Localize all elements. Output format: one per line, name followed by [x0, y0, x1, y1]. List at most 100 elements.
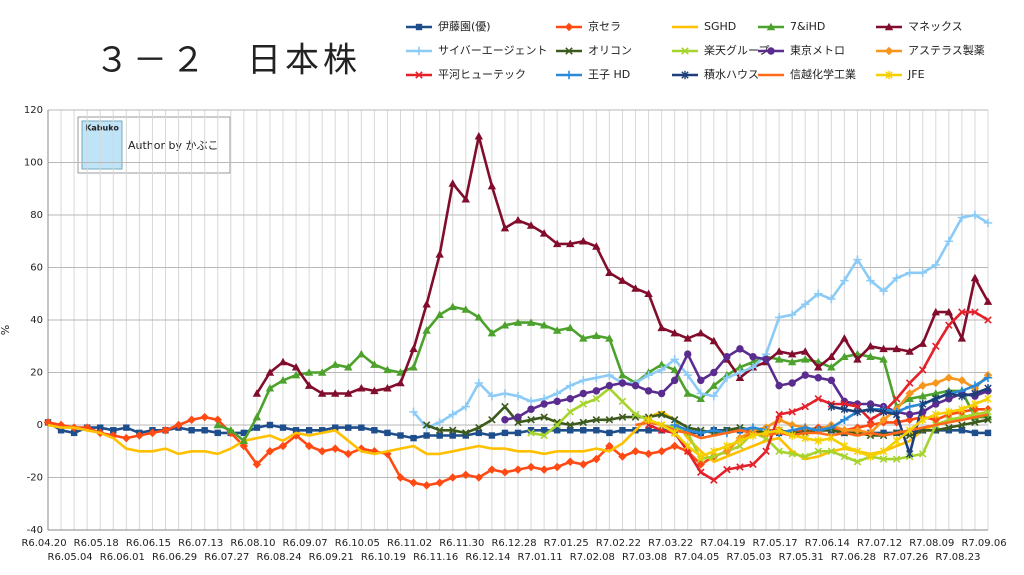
marker	[122, 433, 131, 443]
marker	[644, 415, 653, 424]
marker	[905, 347, 914, 355]
marker	[449, 432, 456, 439]
marker	[552, 326, 562, 334]
marker	[657, 389, 666, 398]
x-tick-label: R7.04.05	[674, 552, 719, 563]
marker	[736, 436, 744, 445]
x-tick-label: R7.03.22	[648, 538, 693, 549]
marker	[892, 436, 901, 445]
marker	[344, 363, 353, 371]
marker	[775, 426, 783, 435]
marker	[213, 420, 222, 429]
x-tick-label: R6.07.13	[178, 538, 223, 549]
marker	[644, 449, 653, 459]
x-tick-label: R6.11.16	[413, 552, 458, 563]
x-tick-label: R6.09.21	[309, 552, 354, 563]
marker	[814, 436, 822, 445]
x-tick-label: R6.11.30	[439, 538, 484, 549]
marker	[944, 307, 954, 316]
marker	[657, 323, 666, 332]
marker	[657, 365, 666, 375]
marker	[762, 355, 770, 364]
marker	[853, 457, 862, 466]
marker	[709, 336, 719, 345]
marker	[984, 415, 992, 424]
marker	[905, 449, 914, 459]
x-tick-label: R6.08.10	[230, 538, 275, 549]
marker	[766, 22, 776, 31]
marker	[945, 407, 953, 417]
marker	[213, 415, 222, 424]
marker	[409, 363, 418, 371]
marker	[644, 387, 653, 395]
marker	[670, 420, 679, 430]
x-tick-label: R6.10.19	[361, 552, 406, 563]
marker	[501, 416, 509, 424]
marker	[892, 418, 901, 427]
marker	[971, 389, 979, 398]
marker	[944, 373, 954, 382]
y-tick-label: 60	[30, 263, 43, 274]
marker	[252, 460, 262, 469]
marker	[905, 389, 914, 398]
marker	[827, 433, 836, 443]
marker	[435, 418, 444, 427]
marker	[931, 389, 940, 397]
y-tick-label: 20	[30, 368, 43, 379]
marker	[566, 381, 575, 390]
x-tick-label: R6.11.02	[387, 538, 432, 549]
marker	[500, 223, 510, 232]
marker	[918, 391, 927, 400]
marker	[645, 427, 652, 434]
marker	[788, 450, 796, 458]
marker	[657, 420, 666, 430]
marker	[905, 402, 914, 411]
legend-label: 王子 HD	[588, 68, 630, 81]
marker	[787, 357, 797, 366]
marker	[331, 360, 340, 368]
marker	[539, 465, 549, 474]
marker	[684, 441, 692, 451]
marker	[958, 427, 966, 434]
marker	[593, 427, 600, 434]
marker	[710, 476, 718, 484]
marker	[358, 424, 365, 431]
marker	[827, 402, 836, 411]
marker	[513, 216, 523, 224]
marker	[931, 415, 940, 424]
marker	[840, 452, 849, 461]
marker	[415, 23, 423, 31]
marker	[370, 360, 379, 368]
x-tick-label: R6.09.07	[283, 538, 328, 549]
legend-label: 伊藤園(優)	[438, 20, 491, 33]
marker	[918, 339, 927, 347]
marker	[709, 426, 719, 435]
marker	[344, 449, 353, 459]
marker	[123, 424, 130, 431]
chart-title: ３－２ 日本株	[95, 41, 361, 81]
marker	[291, 370, 301, 379]
marker	[415, 71, 423, 79]
marker	[592, 331, 601, 339]
marker	[670, 441, 679, 451]
marker	[801, 423, 810, 432]
marker	[709, 381, 719, 389]
marker	[513, 465, 523, 474]
marker	[539, 321, 549, 329]
marker	[644, 289, 653, 297]
marker	[696, 328, 705, 337]
marker	[932, 400, 940, 408]
marker	[540, 431, 548, 440]
marker	[866, 352, 875, 360]
marker	[618, 379, 627, 387]
marker	[579, 376, 588, 385]
marker	[606, 429, 613, 437]
marker	[618, 276, 627, 284]
marker	[775, 447, 783, 456]
marker	[827, 363, 836, 371]
marker	[723, 441, 731, 451]
marker	[487, 465, 497, 474]
marker	[840, 441, 849, 451]
x-tick-label: R6.12.14	[465, 552, 510, 563]
marker	[317, 389, 327, 397]
